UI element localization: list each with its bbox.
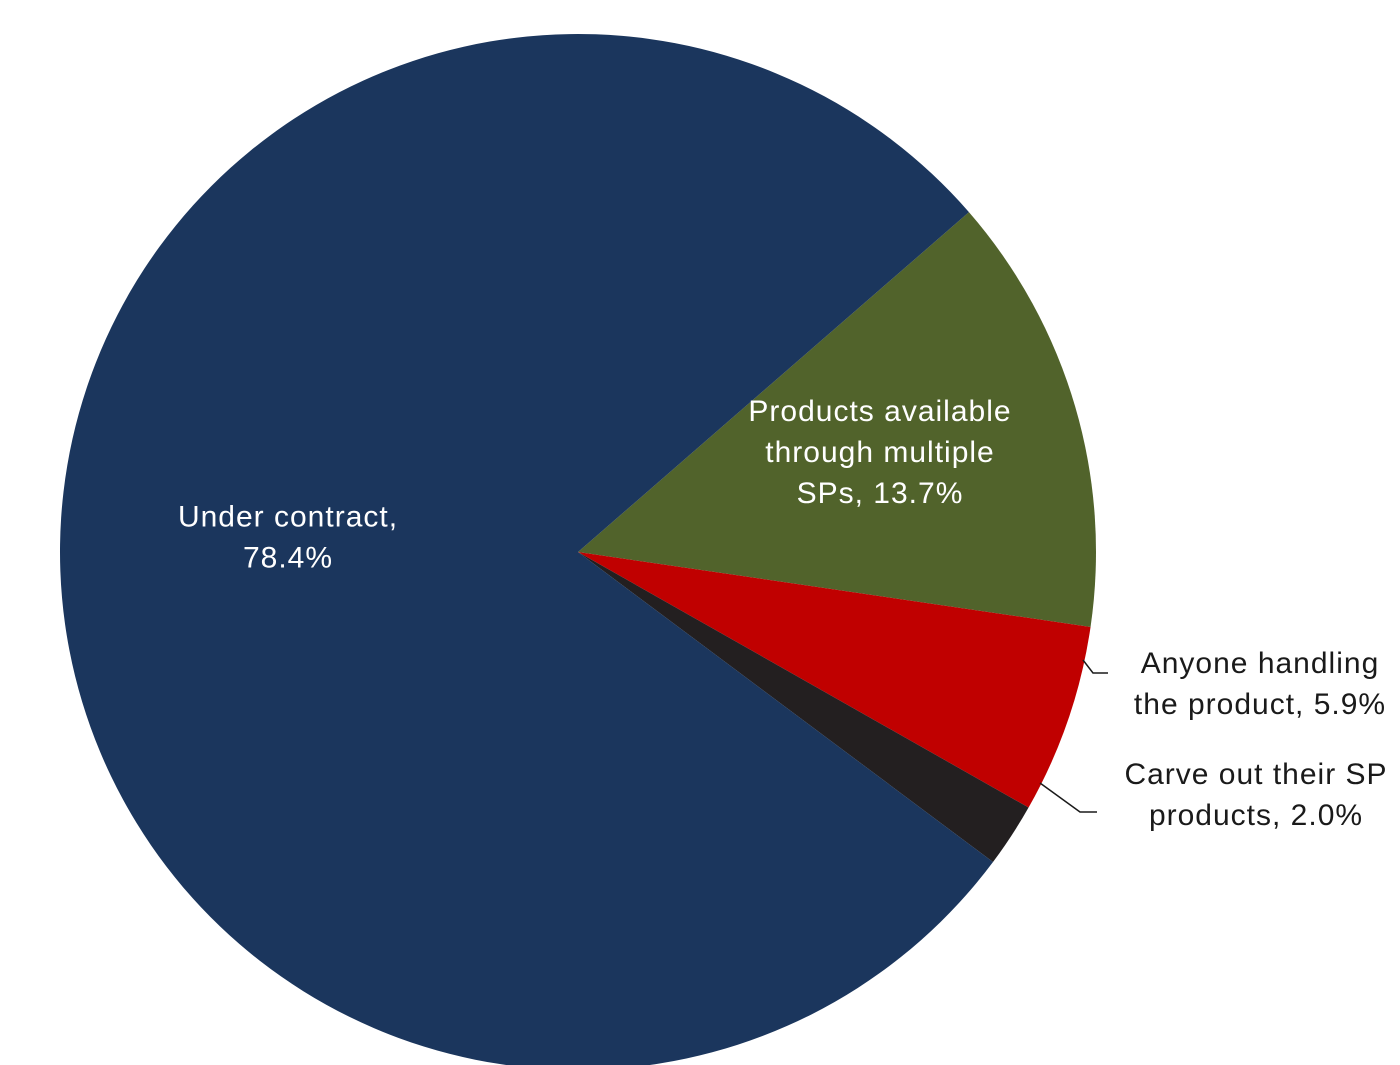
data-label-line: through multiple <box>765 436 994 469</box>
data-label-under-contract: Under contract, 78.4% <box>178 501 398 575</box>
pie-slices <box>60 34 1097 1065</box>
data-label-line: 78.4% <box>243 542 333 575</box>
pie-slice-products-available-through-multiple-sps <box>578 212 1097 627</box>
data-label-line: the product, 5.9% <box>1134 688 1386 721</box>
leader-lines <box>1039 659 1108 813</box>
leader-line-carve-out-their-sp-products <box>1039 782 1097 813</box>
pie-slice-under-contract <box>60 34 993 1065</box>
slice-labels: Products available through multiple SPs, 1… <box>178 395 1387 832</box>
data-label-line: Anyone handling <box>1141 647 1380 680</box>
data-label-line: products, 2.0% <box>1149 799 1363 832</box>
pie-slice-carve-out-their-sp-products <box>578 552 1029 862</box>
data-label-anyone-handling-the-product: Anyone handling the product, 5.9% <box>1134 647 1386 721</box>
data-label-products-available-through-multiple-sps: Products available through multiple SPs, 1… <box>748 395 1011 510</box>
leader-line-anyone-handling-the-product <box>1082 659 1108 674</box>
data-label-carve-out-their-sp-products: Carve out their SP products, 2.0% <box>1124 758 1387 832</box>
data-label-line: SPs, 13.7% <box>797 477 964 510</box>
data-label-line: Carve out their SP <box>1124 758 1387 791</box>
data-label-line: Products available <box>748 395 1011 428</box>
data-label-line: Under contract, <box>178 501 398 534</box>
pie-slice-anyone-handling-the-product <box>578 552 1091 808</box>
